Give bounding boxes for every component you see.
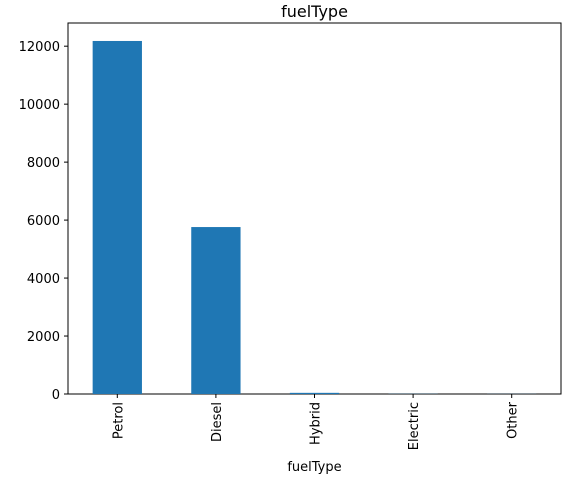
bars-group [93, 41, 537, 394]
y-axis: 0 2000 4000 6000 8000 10000 12000 [19, 40, 68, 403]
y-tick-label: 8000 [27, 156, 60, 171]
x-tick-label-hybrid: Hybrid [309, 402, 324, 445]
x-tick-label-diesel: Diesel [210, 402, 225, 442]
x-tick-label-electric: Electric [407, 402, 422, 450]
x-tick-label-other: Other [506, 401, 521, 439]
chart-title: fuelType [281, 2, 348, 21]
bar-diesel [191, 227, 240, 394]
y-tick-label: 2000 [27, 330, 60, 345]
y-tick-label: 0 [52, 388, 60, 403]
bar-petrol [93, 41, 142, 394]
x-tick-label-petrol: Petrol [111, 402, 126, 439]
y-tick-label: 6000 [27, 214, 60, 229]
y-tick-label: 10000 [19, 98, 60, 113]
x-axis-label: fuelType [287, 460, 341, 475]
bar-hybrid [290, 393, 339, 394]
y-tick-label: 4000 [27, 272, 60, 287]
x-axis: Petrol Diesel Hybrid Electric Other [111, 394, 520, 450]
y-tick-label: 12000 [19, 40, 60, 55]
